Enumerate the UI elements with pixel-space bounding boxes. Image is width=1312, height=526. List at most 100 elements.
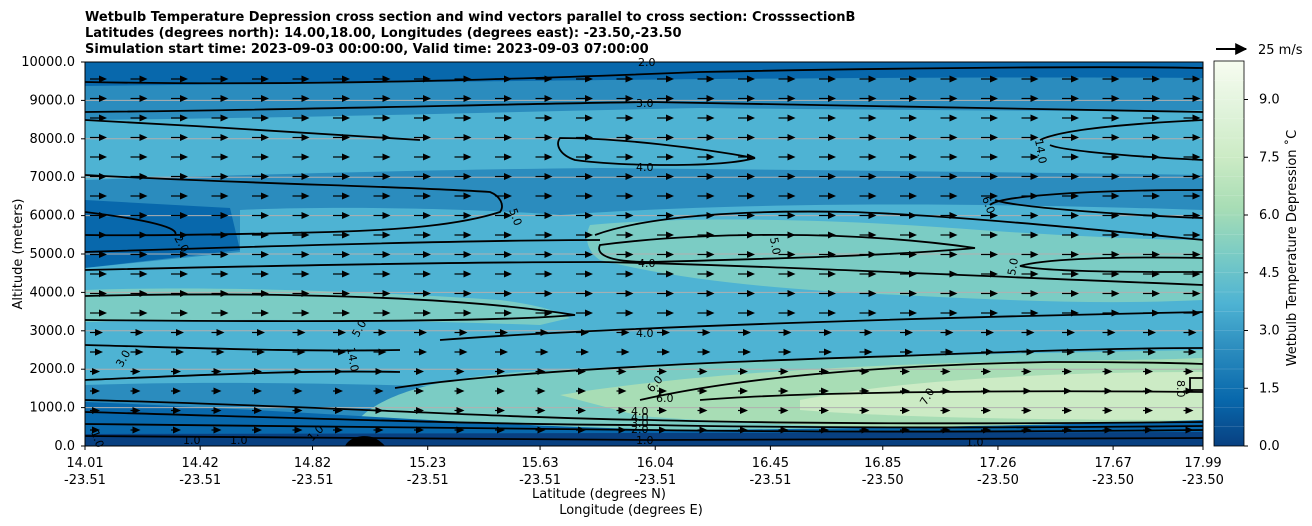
wind-vector-head bbox=[949, 114, 958, 122]
wind-vector-head bbox=[504, 251, 512, 258]
wind-vector-head bbox=[504, 270, 512, 278]
wind-vector-head bbox=[135, 348, 144, 356]
wind-vector-head bbox=[618, 368, 627, 375]
wind-vector-head bbox=[173, 368, 181, 375]
wind-vector-head bbox=[1030, 192, 1039, 200]
wind-vector-head bbox=[942, 426, 951, 434]
contour-line-2 bbox=[85, 66, 1203, 85]
wind-vector-head bbox=[544, 192, 553, 200]
wind-vector-head bbox=[139, 212, 148, 219]
contour-label: 2.0 bbox=[631, 423, 649, 436]
wind-vector-head bbox=[139, 95, 148, 102]
wind-vector-head bbox=[537, 407, 546, 414]
wind-vector-head bbox=[909, 251, 917, 258]
wind-vector-head bbox=[342, 134, 350, 141]
wind-vector-head bbox=[99, 114, 107, 122]
wind-vector-head bbox=[902, 368, 910, 375]
wind-vector-head bbox=[1192, 309, 1201, 317]
wind-vector-head bbox=[463, 251, 472, 258]
wind-vector-head bbox=[618, 426, 627, 434]
wind-vector-head bbox=[747, 231, 755, 239]
wind-vector-head bbox=[1107, 329, 1116, 336]
wind-vector-head bbox=[176, 329, 184, 336]
wind-vector-head bbox=[463, 212, 472, 219]
wind-vector-head bbox=[1030, 231, 1039, 239]
y-tick-label: 9000.0 bbox=[30, 93, 76, 108]
wind-vector-head bbox=[821, 407, 829, 414]
wind-vector-head bbox=[261, 75, 269, 83]
wind-vector-head bbox=[254, 368, 262, 375]
wind-vector-head bbox=[780, 407, 789, 414]
wind-vector-head bbox=[666, 231, 674, 239]
contour-label: 3.0 bbox=[631, 417, 649, 430]
wind-vector-head bbox=[1071, 173, 1079, 180]
wind-vector-head bbox=[504, 290, 512, 297]
wind-vector-head bbox=[382, 153, 391, 161]
contour-label: 5.0 bbox=[767, 236, 783, 255]
wind-vector-head bbox=[585, 212, 593, 219]
wind-vector-head bbox=[625, 290, 634, 297]
wind-vector-head bbox=[949, 231, 958, 239]
x-tick-label-lat: 14.82 bbox=[294, 456, 331, 471]
wind-vector-head bbox=[828, 192, 836, 200]
wind-vector-head bbox=[544, 75, 553, 83]
x-tick-label-lon: -23.50 bbox=[1092, 473, 1134, 488]
chart-title-line-1: Wetbulb Temperature Depression cross sec… bbox=[85, 10, 855, 25]
wind-vector-head bbox=[983, 407, 991, 414]
wind-vector-head bbox=[909, 192, 917, 200]
wind-vector-head bbox=[864, 329, 873, 336]
wind-vector-head bbox=[342, 212, 350, 219]
wind-vector-head bbox=[504, 75, 512, 83]
wind-vector-head bbox=[1185, 407, 1194, 414]
wind-vector-head bbox=[787, 114, 796, 122]
wind-vector-head bbox=[625, 251, 634, 258]
x-tick-label-lon: -23.51 bbox=[749, 473, 791, 488]
wind-vector-head bbox=[990, 134, 998, 141]
wind-vector-head bbox=[585, 134, 593, 141]
wind-vector-head bbox=[180, 153, 188, 161]
wind-vector-head bbox=[92, 368, 100, 375]
x-tick-label-lon: -23.51 bbox=[292, 473, 334, 488]
wind-vector-head bbox=[504, 173, 512, 180]
wind-vector-head bbox=[990, 153, 998, 161]
wind-vector-head bbox=[382, 95, 391, 102]
wind-vector-head bbox=[868, 309, 877, 317]
wind-vector-head bbox=[1185, 387, 1194, 395]
wind-vector-head bbox=[99, 212, 107, 219]
wind-vector-head bbox=[783, 329, 792, 336]
wind-vector-head bbox=[747, 134, 755, 141]
wind-vector-head bbox=[95, 329, 103, 336]
x-tick-label-lon: -23.51 bbox=[64, 473, 106, 488]
wind-vector-head bbox=[423, 309, 431, 317]
contour-label: 3.0 bbox=[636, 97, 654, 110]
wind-vector-head bbox=[1071, 95, 1079, 102]
wind-vector-head bbox=[213, 387, 222, 395]
wind-vector-head bbox=[861, 407, 870, 414]
wind-vector-head bbox=[382, 192, 391, 200]
wind-vector-head bbox=[254, 426, 262, 434]
wind-vector-head bbox=[220, 95, 229, 102]
wind-vector-head bbox=[456, 387, 465, 395]
contour-label: 1.0 bbox=[966, 436, 984, 449]
wind-vector-head bbox=[423, 270, 431, 278]
wind-vector-head bbox=[621, 348, 630, 356]
wind-vector-head bbox=[1064, 387, 1072, 395]
colorbar-tick-label: 6.0 bbox=[1259, 208, 1280, 223]
wind-vector-head bbox=[335, 426, 343, 434]
wind-vector-head bbox=[787, 231, 796, 239]
wind-vector-head bbox=[99, 251, 107, 258]
colorbar-label: Wetbulb Temperature Depression ˚C bbox=[1284, 130, 1300, 367]
wind-vector-head bbox=[261, 212, 269, 219]
wind-vector-head bbox=[990, 309, 998, 317]
wind-vector-head bbox=[1152, 270, 1160, 278]
wind-vector-head bbox=[662, 329, 670, 336]
wind-vector-head bbox=[949, 290, 958, 297]
wind-vector-head bbox=[990, 290, 998, 297]
wind-vector-head bbox=[902, 407, 910, 414]
wind-vector-head bbox=[139, 75, 148, 83]
contour-label: 1.0 bbox=[183, 434, 201, 447]
wind-vector-head bbox=[706, 212, 715, 219]
wind-vector-head bbox=[1030, 309, 1039, 317]
y-tick-label: 6000.0 bbox=[30, 209, 76, 224]
